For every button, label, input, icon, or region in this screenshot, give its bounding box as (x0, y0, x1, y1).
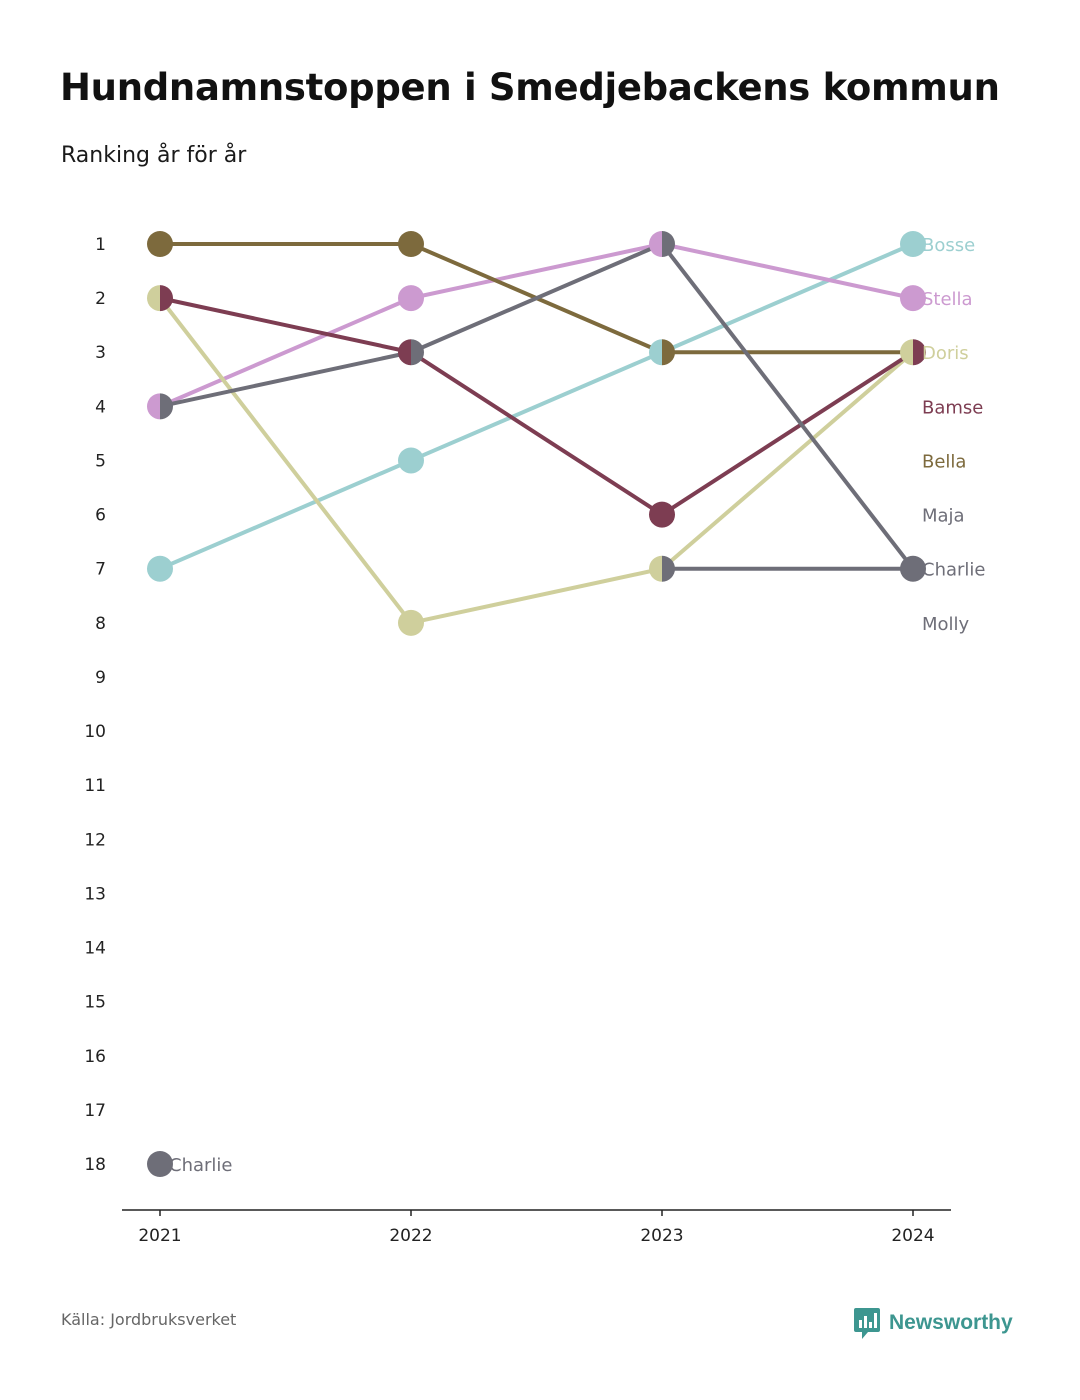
point-2022-rank-5 (398, 447, 424, 474)
point-2024-rank-3-left (900, 339, 913, 366)
bar-chart-bubble-icon (854, 1308, 880, 1339)
line-maja-2022-2023 (409, 242, 664, 355)
point-2023-rank-3-left (649, 339, 662, 366)
end-label-maja: Maja (922, 506, 965, 527)
x-tick-label-2023: 2023 (640, 1226, 683, 1246)
x-tick-label-2024: 2024 (891, 1226, 934, 1246)
point-2023-rank-3-right (662, 339, 676, 366)
chart-title: Hundnamnstoppen i Smedjebackens kommun (60, 66, 1000, 109)
point-2023-rank-7-left (649, 555, 662, 582)
point-2023-rank-7-right (662, 555, 676, 582)
line-maja-2021-2022 (158, 350, 413, 409)
point-2022-rank-3-right (411, 339, 425, 366)
end-label-bella: Bella (922, 451, 966, 472)
series-points (147, 231, 927, 1177)
point-2023-rank-1-left (649, 231, 662, 257)
source-note: Källa: Jordbruksverket (61, 1310, 237, 1329)
point-2024-rank-7 (900, 555, 926, 582)
end-label-molly: Molly (922, 614, 970, 635)
line-doris-2022-2023 (409, 566, 664, 625)
series-lines (158, 242, 915, 625)
y-tick-label-6: 6 (95, 506, 106, 526)
y-tick-label-3: 3 (95, 343, 106, 363)
line-stella-2021-2022 (158, 296, 413, 409)
point-2022-rank-2 (398, 285, 424, 312)
chart-subtitle: Ranking år för år (61, 143, 247, 168)
end-label-bosse: Bosse (922, 235, 975, 256)
end-label-charlie: Charlie (922, 560, 985, 581)
end-label-doris: Doris (922, 343, 969, 364)
annotation-charlie: Charlie (169, 1155, 232, 1176)
point-2021-rank-4-left (147, 393, 160, 420)
line-maja-2023-2024 (660, 242, 915, 571)
line-bosse-2021-2022 (158, 458, 413, 571)
line-bamse-2023-2024 (660, 350, 915, 517)
point-2022-rank-1 (398, 231, 424, 257)
y-tick-label-1: 1 (95, 235, 106, 255)
line-stella-2022-2023 (409, 242, 664, 301)
y-tick-label-10: 10 (84, 722, 106, 742)
point-2023-rank-6 (649, 501, 675, 528)
y-tick-label-16: 16 (84, 1047, 106, 1067)
y-tick-label-15: 15 (84, 993, 106, 1013)
line-doris-2023-2024 (660, 350, 915, 571)
point-2023-rank-1-right (662, 231, 675, 257)
y-tick-label-12: 12 (84, 830, 106, 850)
x-tick-label-2022: 2022 (389, 1226, 432, 1246)
brand-logo[interactable]: Newsworthy (853, 1305, 1013, 1341)
y-tick-label-11: 11 (84, 776, 106, 796)
line-bamse-2022-2023 (409, 350, 664, 517)
y-tick-label-14: 14 (84, 939, 106, 959)
line-bosse-2023-2024 (660, 242, 915, 355)
x-tick-label-2021: 2021 (138, 1226, 181, 1246)
y-tick-label-5: 5 (95, 451, 106, 471)
series-end-labels: Bosse Stella Doris Bamse Bella Maja Charlie Mol… (169, 235, 985, 1176)
point-2021-rank-1 (147, 231, 173, 257)
end-label-stella: Stella (922, 289, 973, 310)
point-2021-rank-4-right (160, 393, 173, 420)
line-bosse-2022-2023 (409, 350, 664, 463)
y-tick-label-7: 7 (95, 560, 106, 580)
x-axis: 2021 2022 2023 2024 (122, 1209, 951, 1246)
y-tick-label-4: 4 (95, 397, 106, 417)
point-2021-rank-2-left (147, 285, 160, 312)
point-2021-rank-7 (147, 555, 173, 582)
y-tick-label-17: 17 (84, 1101, 106, 1121)
point-2024-rank-1 (900, 231, 926, 257)
brand-name: Newsworthy (889, 1311, 1013, 1334)
point-2024-rank-3-right (913, 339, 927, 366)
y-tick-label-9: 9 (95, 668, 106, 688)
point-2022-rank-8 (398, 609, 424, 636)
end-label-bamse: Bamse (922, 397, 983, 418)
point-2024-rank-2 (900, 285, 926, 312)
point-2022-rank-3-left (398, 339, 411, 366)
point-2021-rank-18 (147, 1151, 173, 1177)
line-bamse-2021-2022 (158, 296, 413, 355)
y-tick-label-2: 2 (95, 289, 106, 309)
line-doris-2021-2022 (158, 296, 413, 625)
y-tick-label-13: 13 (84, 884, 106, 904)
y-tick-label-18: 18 (84, 1155, 106, 1175)
line-stella-2023-2024 (660, 242, 915, 301)
point-2021-rank-2-right (160, 285, 173, 312)
y-tick-label-8: 8 (95, 614, 106, 634)
